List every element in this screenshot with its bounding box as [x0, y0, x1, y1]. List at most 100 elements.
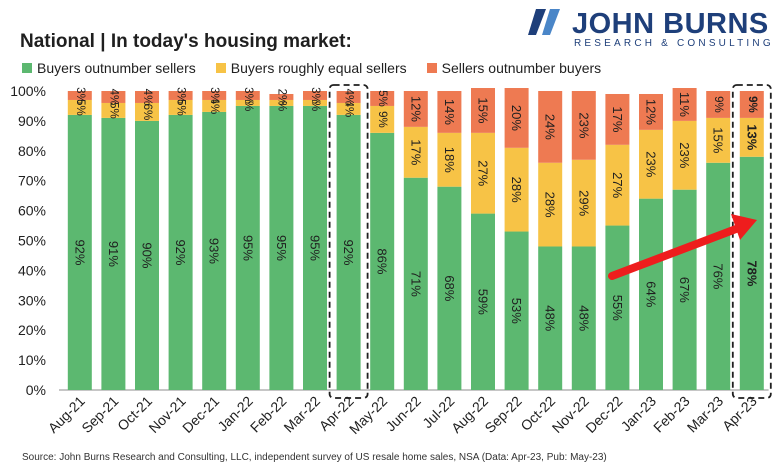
- data-label: 5%: [107, 102, 119, 119]
- bar-segment: [437, 91, 462, 133]
- legend-swatch-buyers: [22, 63, 32, 73]
- data-label: 4%: [343, 89, 355, 106]
- bar-segment: [571, 159, 596, 247]
- data-label: 15%: [711, 127, 726, 153]
- data-label: 5%: [175, 99, 187, 116]
- data-label: 48%: [576, 305, 591, 331]
- data-label: 4%: [343, 101, 355, 118]
- data-label: 15%: [476, 97, 491, 123]
- data-label: 3%: [208, 87, 220, 104]
- data-label: 28%: [509, 177, 524, 203]
- bar-segment: [67, 91, 92, 100]
- bar-segment: [504, 88, 529, 148]
- data-label: 5%: [74, 99, 86, 116]
- data-label: 76%: [711, 263, 726, 289]
- bar-segment: [168, 91, 193, 100]
- data-label: 91%: [106, 241, 121, 267]
- y-tick-label: 0%: [26, 382, 46, 398]
- data-label: 48%: [543, 305, 558, 331]
- data-label: 27%: [610, 172, 625, 198]
- bar-segment: [202, 99, 227, 112]
- y-tick-label: 40%: [18, 262, 46, 278]
- data-label: 9%: [746, 96, 758, 113]
- x-tick-label: Aug-21: [45, 393, 88, 436]
- data-label: 28%: [543, 192, 558, 218]
- data-label: 4%: [208, 98, 220, 115]
- data-label: 12%: [644, 99, 659, 125]
- data-label: 14%: [442, 99, 457, 125]
- y-tick-label: 60%: [18, 203, 46, 219]
- bar-segment: [370, 132, 395, 391]
- company-logo: JOHN BURNS RESEARCH & CONSULTING: [528, 6, 771, 52]
- data-label: 11%: [677, 92, 692, 117]
- legend-label-sellers: Sellers outnumber buyers: [441, 60, 602, 76]
- legend-label-buyers: Buyers outnumber sellers: [37, 60, 196, 76]
- data-label: 55%: [610, 295, 625, 321]
- data-label: 64%: [644, 281, 659, 307]
- data-label: 67%: [677, 277, 692, 303]
- legend-swatch-sellers: [426, 63, 437, 73]
- bar-segment: [303, 99, 327, 106]
- bar-segment: [706, 117, 731, 163]
- logo-name: JOHN BURNS: [572, 8, 769, 40]
- bar-segment: [101, 102, 126, 118]
- bar-segment: [403, 126, 428, 178]
- bar-segment: [202, 91, 227, 100]
- data-label: 23%: [677, 142, 692, 168]
- data-label: 29%: [576, 190, 591, 216]
- bar-segment: [168, 99, 193, 115]
- bar-segment: [135, 120, 159, 391]
- data-label: 18%: [442, 147, 457, 173]
- x-tick-label: Sep-22: [481, 393, 524, 436]
- bar-segment: [235, 91, 260, 100]
- bar-segment: [370, 105, 395, 133]
- bar-segment: [639, 93, 663, 130]
- y-tick-label: 50%: [18, 233, 46, 249]
- bar-segment: [370, 91, 395, 106]
- x-tick-label: Aug-22: [448, 393, 491, 436]
- x-tick-label: Nov-22: [549, 393, 592, 436]
- bar-segment: [504, 147, 529, 232]
- data-label: 92%: [72, 239, 87, 265]
- bar-segment: [135, 91, 159, 103]
- bar-segment: [235, 99, 260, 106]
- bar-segment: [571, 246, 596, 390]
- chart-title: National | In today's housing market:: [20, 31, 352, 52]
- y-tick-label: 80%: [18, 143, 46, 159]
- bar-segment: [672, 120, 697, 190]
- bar-segment: [202, 111, 227, 391]
- bar-segment: [336, 114, 361, 391]
- data-label: 9%: [712, 96, 724, 113]
- data-label: 2%: [275, 89, 287, 106]
- data-label: 95%: [240, 235, 255, 261]
- bar-segment: [706, 91, 731, 118]
- data-label: 3%: [74, 87, 86, 104]
- x-tick-label: Dec-21: [179, 393, 222, 436]
- bar-segment: [101, 117, 126, 390]
- bar-segment: [538, 246, 563, 390]
- data-label: 53%: [509, 298, 524, 324]
- chart-legend: Buyers outnumber sellers Buyers roughly …: [22, 60, 601, 76]
- legend-item-sellers: Sellers outnumber buyers: [426, 60, 602, 76]
- bar-segment: [67, 99, 92, 115]
- bar-segment: [269, 93, 294, 100]
- bar-segment: [605, 144, 630, 226]
- trend-arrow-head: [731, 214, 757, 240]
- x-tick-label: Mar-22: [280, 393, 323, 436]
- bar-segment: [235, 105, 260, 390]
- legend-item-buyers: Buyers outnumber sellers: [22, 60, 196, 76]
- bar-segment: [67, 114, 92, 391]
- x-tick-label: Jun-22: [382, 393, 424, 435]
- data-label: 3%: [242, 87, 254, 104]
- bar-segment: [168, 114, 193, 391]
- x-tick-label: Feb-22: [247, 393, 290, 436]
- bar-segment: [739, 91, 764, 118]
- bar-segment: [437, 186, 462, 390]
- data-label: 13%: [744, 124, 759, 150]
- bar-segment: [605, 93, 630, 145]
- data-label: 71%: [408, 271, 423, 297]
- bar-segment: [706, 162, 731, 390]
- bar-segment: [471, 213, 495, 390]
- data-label: 9%: [376, 111, 388, 128]
